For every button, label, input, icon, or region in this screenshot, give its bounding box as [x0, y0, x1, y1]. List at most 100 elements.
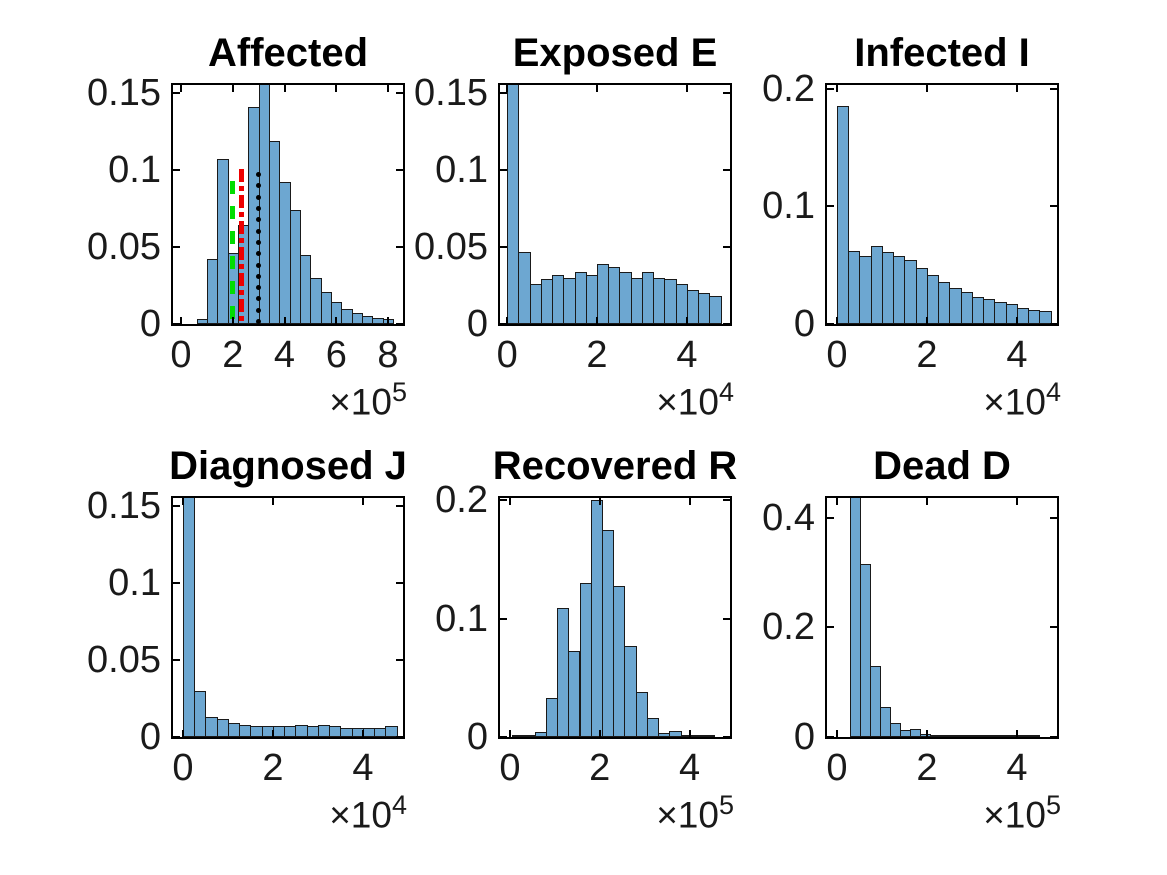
y-tick-label: 0	[139, 303, 161, 345]
y-tick-label: 0.15	[87, 485, 161, 527]
x-axis-tick	[181, 730, 184, 737]
y-axis-tick-right	[1050, 626, 1057, 629]
y-axis-tick-right	[723, 323, 730, 324]
x-tick-label: 2	[222, 334, 244, 376]
histogram-bar	[860, 564, 872, 737]
subplot-title: Recovered R	[492, 444, 738, 488]
y-tick-label: 0.1	[762, 185, 815, 228]
y-axis-tick-right	[396, 736, 403, 737]
x-axis-tick	[231, 317, 234, 324]
x-axis-tick-top	[688, 498, 691, 505]
black-dotted-line-dot	[256, 183, 262, 189]
x-tick-label: 8	[377, 334, 399, 376]
x-axis-tick	[506, 317, 509, 324]
x-tick-label: 0	[172, 747, 194, 789]
plot-area	[825, 83, 1059, 326]
y-axis-tick	[173, 246, 180, 248]
x-axis-tick-top	[596, 85, 599, 92]
x-axis-tick	[835, 730, 838, 737]
y-axis-tick-right	[723, 499, 730, 502]
subplot-exposed-e: Exposed E ×104 0 2 4 0 0.05 0.1 0.15	[390, 27, 772, 479]
x-axis-tick-top	[180, 85, 183, 92]
x-axis-exponent: ×105	[329, 377, 407, 423]
histogram-bar	[646, 718, 660, 737]
x-tick-label: 2	[916, 334, 938, 376]
x-axis-tick	[925, 317, 928, 324]
y-axis-tick	[173, 659, 180, 661]
y-axis-tick	[173, 169, 180, 171]
y-axis-tick-right	[396, 92, 403, 94]
plot-area	[825, 496, 1059, 739]
black-dotted-line-dot	[256, 307, 262, 313]
x-axis-tick-top	[231, 85, 234, 92]
histogram-bar	[909, 728, 921, 737]
subplot-dead-d: Dead D ×105 0 2 4 0 0.2 0.4	[717, 440, 1099, 875]
y-axis-tick-right	[723, 92, 730, 94]
x-axis-tick	[688, 730, 691, 737]
y-axis-tick	[173, 736, 180, 737]
y-axis-tick	[827, 87, 834, 90]
x-tick-label: 0	[826, 747, 848, 789]
x-axis-tick	[361, 730, 364, 737]
plot-area	[171, 83, 405, 326]
y-tick-label: 0.05	[87, 226, 161, 268]
y-axis-tick	[500, 323, 507, 324]
histogram-bar	[635, 692, 648, 737]
x-axis-tick-top	[835, 85, 838, 92]
x-axis-exponent: ×104	[329, 790, 407, 836]
x-axis-tick	[835, 317, 838, 324]
histogram-bar	[385, 726, 398, 737]
x-tick-label: 0	[826, 334, 848, 376]
x-axis-tick-top	[925, 498, 928, 505]
x-tick-label: 2	[589, 747, 611, 789]
x-tick-label: 0	[496, 334, 518, 376]
subplot-infected-i: Infected I ×104 0 2 4 0 0.1 0.2	[717, 27, 1099, 479]
x-axis-tick-top	[1015, 498, 1018, 505]
y-axis-tick	[500, 736, 507, 737]
y-tick-label: 0.1	[108, 562, 161, 604]
black-dotted-line-dot	[256, 319, 262, 324]
y-tick-label: 0.4	[762, 496, 815, 539]
subplot-recovered-r: Recovered R ×105 0 2 4 0 0.1 0.2	[390, 440, 772, 875]
x-tick-label: 4	[273, 334, 296, 376]
x-axis-tick-top	[335, 85, 338, 92]
y-axis-tick-right	[723, 246, 730, 248]
y-axis-tick	[827, 516, 834, 519]
histogram-bar	[1039, 311, 1052, 324]
black-dotted-line-dot	[256, 206, 262, 211]
y-axis-tick	[827, 736, 834, 737]
x-axis-tick	[925, 730, 928, 737]
black-dotted-line-dot	[256, 285, 262, 291]
y-axis-tick-right	[396, 582, 403, 584]
histogram-bar	[507, 85, 520, 324]
x-axis-tick-top	[1015, 85, 1018, 92]
histogram-bar	[890, 722, 901, 737]
histogram-bar	[870, 665, 882, 737]
x-axis-tick	[271, 730, 274, 737]
red-dashdot-line	[238, 168, 244, 324]
x-axis-tick-top	[835, 498, 838, 505]
y-tick-label: 0	[793, 303, 815, 345]
x-axis-tick-top	[506, 85, 509, 92]
y-axis-tick-right	[1050, 205, 1057, 208]
y-tick-label: 0	[139, 716, 161, 758]
black-dotted-line-dot	[256, 296, 262, 302]
y-tick-label: 0.15	[87, 72, 161, 114]
y-axis-tick-right	[396, 505, 403, 507]
y-axis-tick	[500, 617, 507, 620]
histogram-bar	[836, 106, 850, 324]
y-axis-tick-right	[1050, 516, 1057, 519]
x-axis-tick-top	[508, 498, 511, 505]
y-axis-tick	[500, 499, 507, 502]
histogram-bar	[624, 645, 637, 737]
green-dashed-line	[230, 180, 236, 324]
y-axis-tick	[827, 205, 834, 208]
plot-area	[498, 83, 732, 326]
histogram-bar	[182, 498, 196, 737]
y-tick-label: 0.1	[108, 149, 161, 191]
subplot-title: Infected I	[854, 31, 1030, 75]
black-dotted-line-dot	[256, 262, 262, 268]
y-tick-label: 0.15	[414, 72, 488, 114]
y-axis-tick-right	[396, 246, 403, 248]
